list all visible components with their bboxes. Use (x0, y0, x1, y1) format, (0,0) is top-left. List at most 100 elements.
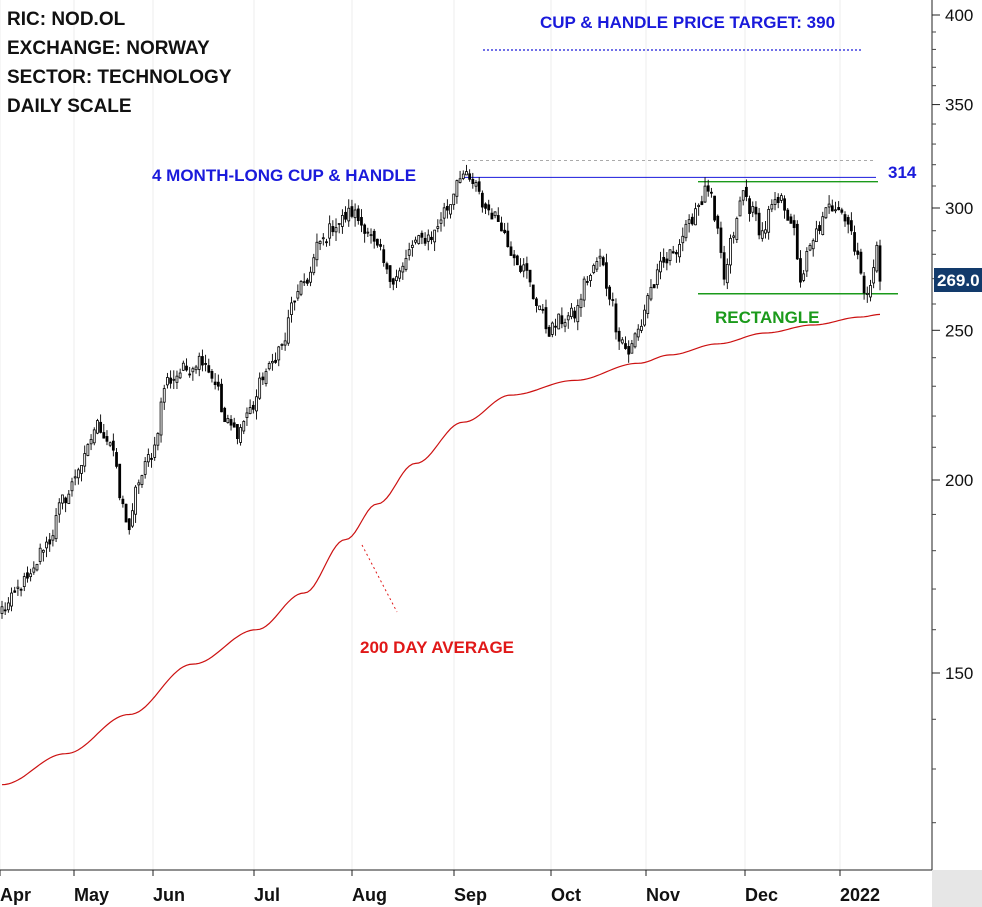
candle-body (283, 340, 287, 346)
candle-body (814, 228, 818, 243)
candle (519, 258, 522, 274)
candle (563, 318, 567, 333)
candle-body (751, 206, 755, 213)
candle (191, 366, 195, 381)
candle (480, 190, 484, 213)
candle-body (127, 518, 131, 531)
candle-body (605, 262, 608, 289)
candle-body (503, 229, 507, 234)
candle (849, 212, 853, 235)
candle-body (264, 371, 268, 385)
candle (538, 305, 542, 311)
candle-body (827, 203, 831, 208)
candle (789, 213, 793, 224)
candle-body (216, 381, 220, 387)
candle-body (344, 211, 347, 220)
candle (404, 249, 408, 272)
last-price-label: 269.0 (937, 271, 980, 290)
candle-body (395, 276, 398, 282)
candle (506, 222, 510, 248)
candle (293, 300, 297, 311)
candle-body (500, 222, 503, 232)
header-scale: DAILY SCALE (7, 96, 132, 117)
candle (646, 293, 650, 319)
candle-body (528, 269, 532, 283)
candle (83, 445, 87, 473)
candle-body (805, 251, 809, 272)
candle-body (391, 278, 395, 285)
candle (353, 203, 357, 227)
candle (26, 566, 29, 583)
candle (856, 242, 860, 260)
candle-body (102, 432, 106, 439)
candle-body (137, 482, 141, 486)
candle-body (452, 193, 456, 206)
candle (134, 485, 137, 523)
candle-body (328, 223, 332, 239)
candle-body (153, 444, 157, 458)
candle-body (232, 422, 236, 428)
candle (808, 243, 812, 252)
candle-body (824, 207, 828, 219)
candle-body (442, 207, 446, 219)
candle (490, 208, 494, 220)
candle (124, 503, 128, 523)
candle-body (834, 209, 837, 212)
candle-body (302, 281, 306, 284)
candle-body (6, 602, 10, 611)
x-tick-label: Jun (153, 885, 185, 905)
cup-handle-label: 4 MONTH-LONG CUP & HANDLE (152, 166, 416, 185)
candle (245, 407, 249, 426)
candle (706, 179, 710, 197)
candle-body (156, 433, 160, 446)
candle (146, 448, 150, 467)
candle (379, 238, 382, 251)
price-target-label: CUP & HANDLE PRICE TARGET: 390 (540, 13, 835, 32)
candle (643, 304, 646, 327)
candle-body (585, 281, 589, 283)
candle (207, 358, 211, 374)
y-axis-ticks: 150 200 250 300 350 400 (932, 6, 973, 824)
candle (445, 199, 449, 219)
x-tick-label: Nov (646, 885, 680, 905)
candle-body (872, 267, 876, 284)
candle-body (665, 258, 669, 264)
candle-body (633, 333, 637, 348)
candle-body (236, 424, 239, 439)
candle (878, 239, 882, 291)
candle-body (115, 452, 118, 467)
candle-body (229, 419, 233, 426)
candle-body (385, 263, 389, 270)
candle (401, 262, 405, 280)
candle (703, 177, 707, 203)
candle (633, 332, 637, 349)
candle (166, 372, 169, 389)
candle-body (471, 178, 475, 184)
candle-body (430, 236, 433, 241)
candle-body (210, 371, 214, 379)
candle (309, 266, 312, 287)
ma200-label: 200 DAY AVERAGE (360, 638, 514, 657)
candle-body (204, 363, 207, 365)
candle-body (636, 328, 640, 338)
candle-body (519, 265, 522, 272)
candle-body (506, 230, 510, 248)
candle-body (290, 302, 293, 315)
candle (73, 469, 77, 486)
candle-body (121, 498, 125, 505)
candle-body (544, 307, 548, 330)
candle-body (223, 407, 227, 423)
candle (627, 340, 631, 363)
candles-layer (0, 164, 882, 619)
candle-body (710, 191, 713, 194)
candle (570, 303, 573, 320)
candle-body (487, 204, 491, 211)
candle (795, 220, 799, 261)
candle-body (248, 407, 252, 414)
candle (61, 494, 64, 510)
candle (840, 207, 844, 215)
candle-body (725, 264, 729, 284)
candle (687, 214, 691, 233)
candle-body (350, 206, 354, 217)
